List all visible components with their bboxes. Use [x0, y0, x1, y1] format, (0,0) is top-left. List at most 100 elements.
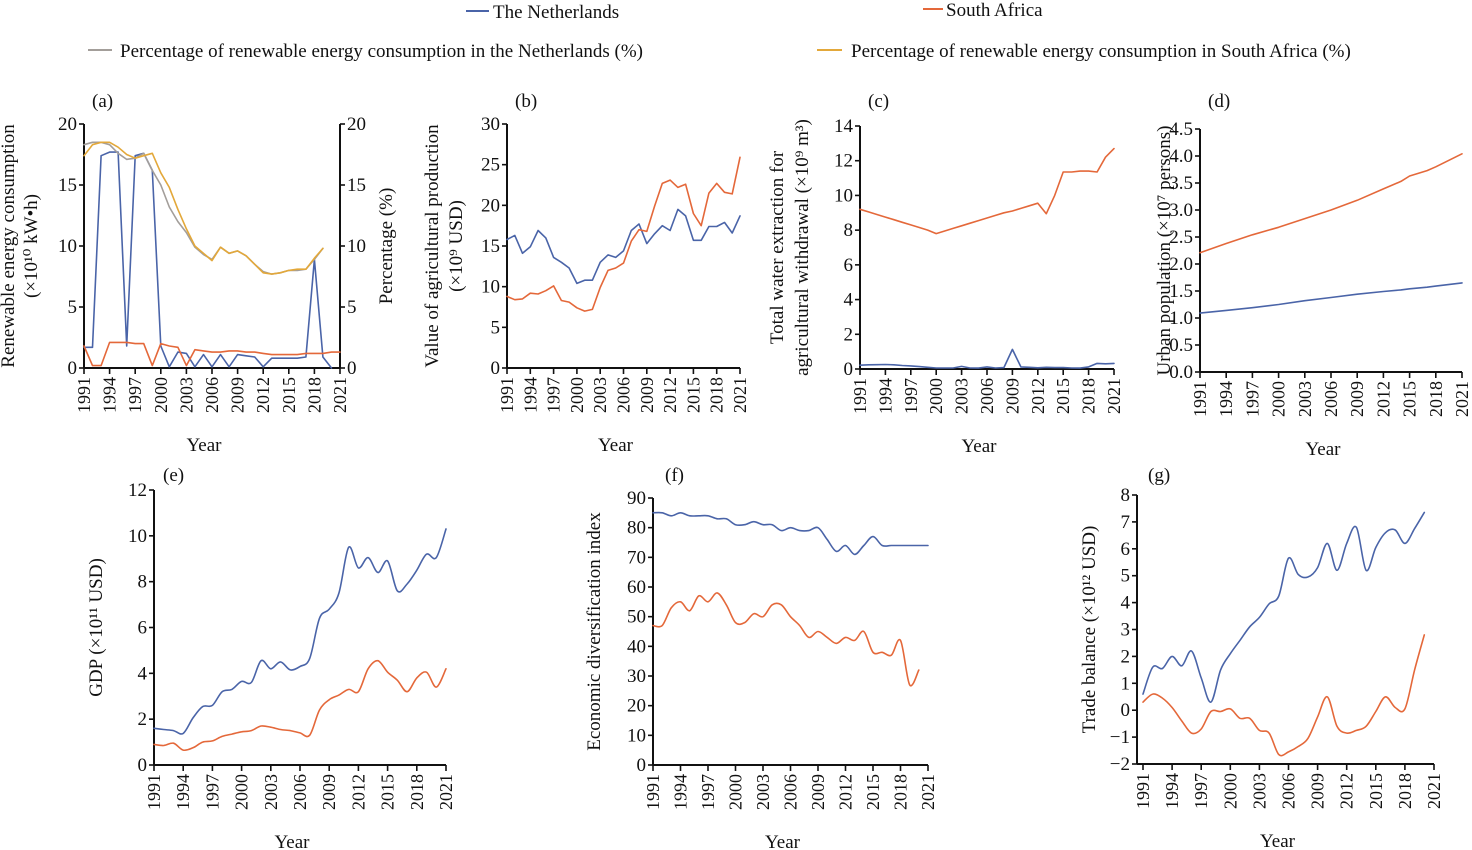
x-tick-label: 2012 — [660, 377, 680, 413]
x-tick-label: 2006 — [781, 774, 801, 810]
panel-a: (a) 0 5 10 15 20 0 5 10 15 20 1991 1994 1997 2000 2003 2… — [0, 91, 397, 456]
x-axis-title: Year — [1260, 831, 1296, 850]
y-tick-label: 60 — [627, 577, 646, 598]
x-tick-label: 2021 — [918, 774, 938, 810]
y-tick-label: 4 — [844, 290, 854, 311]
series-line-netherlands — [1142, 511, 1426, 703]
y2-tick-label: 5 — [347, 297, 357, 318]
x-tick-label: 2012 — [836, 774, 856, 810]
y-tick-label: 7 — [1121, 512, 1131, 533]
x-tick-label: 2009 — [1308, 773, 1328, 809]
x-tick-label: 2000 — [726, 774, 746, 810]
y-tick-label: 40 — [627, 636, 646, 657]
x-tick-label: 2018 — [891, 774, 911, 810]
x-tick-label: 2018 — [304, 377, 324, 413]
legend-item-netherlands: The Netherlands — [466, 2, 619, 23]
x-tick-label: 2003 — [1295, 381, 1315, 417]
x-tick-label: 2006 — [202, 377, 222, 413]
x-tick-label: 2006 — [1321, 381, 1341, 417]
y-tick-label: 5 — [68, 297, 78, 318]
y-tick-label: 0 — [138, 755, 148, 776]
y-axis-title: Value of agricultural production — [422, 124, 443, 368]
x-tick-label: 2000 — [1220, 773, 1240, 809]
y-tick-label: 15 — [58, 175, 77, 196]
x-tick-label: 2018 — [1079, 378, 1099, 414]
x-tick-label: 2021 — [330, 377, 350, 413]
y-axis-title: agricultural withdrawal (×10⁹ m³) — [792, 119, 813, 376]
y-tick-label: 4.0 — [1169, 146, 1193, 167]
x-tick-label: 2003 — [590, 377, 610, 413]
series-line-south-africa — [83, 341, 341, 367]
y-tick-label: 30 — [627, 666, 646, 687]
x-tick-label: 1994 — [100, 377, 120, 413]
y-tick-label: 10 — [627, 725, 646, 746]
x-tick-label: 2021 — [1452, 381, 1472, 417]
x-tick-label: 2012 — [348, 774, 368, 810]
legend-item-pct-south-africa: Percentage of renewable energy consumpti… — [817, 41, 1351, 62]
legend-label-south-africa: South Africa — [946, 0, 1043, 21]
x-tick-label: 2003 — [261, 774, 281, 810]
x-tick-label: 2021 — [436, 774, 456, 810]
y-tick-label: 0.5 — [1169, 335, 1193, 356]
x-tick-label: 1997 — [1191, 773, 1211, 809]
x-axis-title: Year — [961, 436, 997, 457]
y-tick-label: 2 — [1121, 646, 1131, 667]
y-tick-label: 12 — [834, 151, 853, 172]
y-tick-label: 14 — [834, 116, 854, 137]
y-tick-label: 4 — [1121, 593, 1131, 614]
y-tick-label: 6 — [844, 255, 854, 276]
x-axis-title: Year — [1305, 439, 1341, 460]
y-tick-label: 4 — [138, 663, 148, 684]
x-tick-label: 1994 — [1162, 773, 1182, 809]
x-tick-label: 2009 — [319, 774, 339, 810]
y-tick-label: 6 — [1121, 539, 1131, 560]
series-line-south-africa — [153, 659, 447, 752]
y-tick-label: −1 — [1110, 727, 1130, 748]
x-tick-label: 2012 — [1028, 378, 1048, 414]
y-axis-title: Urban population (×10⁷ persons) — [1154, 125, 1175, 375]
x-tick-label: 1997 — [544, 377, 564, 413]
panel-label: (f) — [665, 465, 684, 486]
series-line-south-africa — [1142, 634, 1426, 757]
y-tick-label: 2.0 — [1169, 254, 1193, 275]
x-tick-label: 2000 — [151, 377, 171, 413]
x-tick-label: 2015 — [1400, 381, 1420, 417]
y-tick-label: 0.0 — [1169, 362, 1193, 383]
y-tick-label: 0 — [1121, 700, 1131, 721]
y-tick-label: 8 — [138, 572, 148, 593]
panel-label: (b) — [515, 91, 537, 112]
y-tick-label: 10 — [128, 526, 147, 547]
y2-axis-title: Percentage (%) — [376, 188, 397, 305]
x-tick-label: 1991 — [144, 774, 164, 810]
x-tick-label: 2009 — [1347, 381, 1367, 417]
x-tick-label: 1991 — [1133, 773, 1153, 809]
x-tick-label: 1991 — [1190, 381, 1210, 417]
x-axis-title: Year — [186, 435, 222, 456]
x-tick-label: 1997 — [1242, 381, 1262, 417]
legend-item-south-africa: South Africa — [923, 0, 1043, 21]
y-tick-label: −2 — [1110, 754, 1130, 775]
x-tick-label: 2009 — [637, 377, 657, 413]
x-tick-label: 1991 — [643, 774, 663, 810]
y-tick-label: 0 — [68, 358, 78, 379]
x-tick-label: 2018 — [707, 377, 727, 413]
y-tick-label: 1 — [1121, 673, 1131, 694]
x-tick-label: 2021 — [1424, 773, 1444, 809]
x-tick-label: 1991 — [497, 377, 517, 413]
y-tick-label: 10 — [58, 236, 77, 257]
x-tick-label: 1991 — [74, 377, 94, 413]
x-axis-title: Year — [765, 832, 801, 850]
x-tick-label: 2021 — [730, 377, 750, 413]
series-line-netherlands — [1199, 282, 1463, 314]
y-tick-label: 8 — [844, 220, 854, 241]
y-axis-title: Trade balance (×10¹² USD) — [1079, 526, 1100, 734]
y-tick-label: 4.5 — [1169, 119, 1193, 140]
y-axis-title: (×10⁹ USD) — [446, 200, 467, 292]
x-tick-label: 2009 — [228, 377, 248, 413]
y-tick-label: 0 — [491, 358, 501, 379]
panel-label: (g) — [1148, 465, 1170, 486]
y-axis-title: GDP (×10¹¹ USD) — [86, 558, 107, 697]
y-tick-label: 50 — [627, 607, 646, 628]
